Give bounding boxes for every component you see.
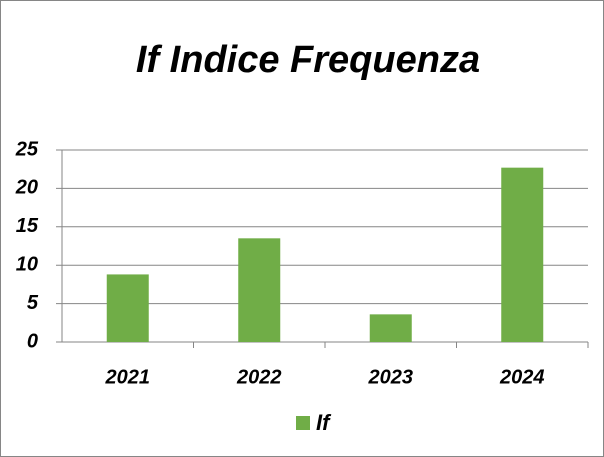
y-tick-label: 20 <box>15 177 38 199</box>
x-tick-label: 2024 <box>499 366 545 388</box>
chart-title: If Indice Frequenza <box>136 39 480 81</box>
legend-swatch <box>296 416 310 430</box>
bar <box>501 167 544 342</box>
bar <box>369 314 412 342</box>
x-tick-label: 2022 <box>236 366 282 388</box>
y-tick-label: 0 <box>27 330 38 352</box>
bar <box>238 238 281 342</box>
y-tick-label: 25 <box>15 138 39 160</box>
y-tick-label: 10 <box>16 253 38 275</box>
y-tick-label: 15 <box>16 215 39 237</box>
legend-label: If <box>316 410 332 435</box>
x-tick-label: 2023 <box>368 366 414 388</box>
y-tick-label: 5 <box>27 292 39 314</box>
x-tick-label: 2021 <box>105 366 151 388</box>
bar <box>106 274 149 342</box>
